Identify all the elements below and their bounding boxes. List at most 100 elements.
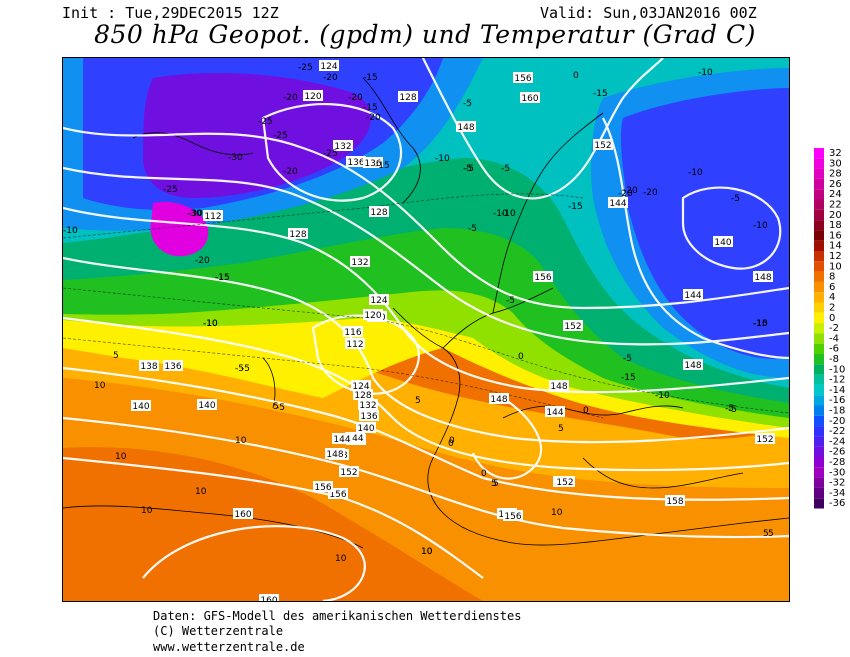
- temperature-label: -10: [203, 319, 218, 329]
- geopotential-label: 144: [683, 289, 703, 301]
- geopotential-label: 116: [343, 326, 363, 338]
- colorbar-tick-label: 10: [829, 261, 842, 272]
- temperature-label: -15: [363, 103, 378, 113]
- svg-text:128: 128: [399, 93, 416, 103]
- colorbar-swatch: [814, 384, 824, 396]
- colorbar-tick-label: 4: [829, 292, 835, 303]
- geopotential-label: 136: [163, 360, 183, 372]
- colorbar-swatch: [814, 426, 824, 437]
- geopotential-label: 124: [319, 60, 339, 72]
- temperature-label: -30: [188, 209, 203, 219]
- geopotential-label: 144: [608, 197, 628, 209]
- colorbar-tick-label: 22: [829, 200, 842, 211]
- colorbar-swatch: [814, 333, 824, 344]
- colorbar-swatch: [814, 364, 824, 375]
- temperature-contours: [63, 193, 789, 419]
- svg-text:152: 152: [556, 478, 573, 488]
- svg-text:144: 144: [333, 435, 350, 445]
- temperature-label: -15: [753, 319, 768, 329]
- svg-text:148: 148: [490, 395, 507, 405]
- temperature-label: -15: [215, 273, 230, 283]
- temperature-label: -15: [621, 373, 636, 383]
- temperature-label: -10: [688, 168, 703, 178]
- colorbar-tick-label: -30: [829, 467, 845, 478]
- colorbar-tick-label: 8: [829, 272, 835, 283]
- temperature-label: -5: [465, 164, 474, 174]
- svg-text:148: 148: [457, 123, 474, 133]
- colorbar-tick-label: -16: [829, 395, 845, 406]
- temperature-label: 10: [235, 436, 247, 446]
- temperature-label: -5: [506, 296, 515, 306]
- temperature-label: -15: [593, 89, 608, 99]
- svg-text:148: 148: [684, 361, 701, 371]
- temperature-label: 5: [493, 479, 499, 489]
- colorbar-tick-label: 6: [829, 282, 835, 293]
- geopotential-label: 156: [313, 481, 333, 493]
- geopotential-label: 158: [665, 495, 685, 507]
- temperature-label: -20: [348, 93, 363, 103]
- temperature-label: 0: [583, 406, 589, 416]
- geopotential-label: 152: [563, 320, 583, 332]
- svg-text:144: 144: [346, 434, 363, 444]
- temperature-label: 5: [273, 402, 279, 412]
- temperature-label: -20: [366, 113, 381, 123]
- temperature-label: -20: [618, 189, 633, 199]
- temperature-label: -25: [323, 149, 338, 159]
- colorbar-tick-label: -22: [829, 426, 845, 437]
- svg-text:136: 136: [360, 412, 377, 422]
- geopotential-label: 124: [369, 294, 389, 306]
- svg-text:140: 140: [132, 402, 149, 412]
- geopotential-label: 138: [139, 360, 159, 372]
- colorbar-tick-label: 14: [829, 241, 842, 252]
- temperature-label: -20: [623, 186, 638, 196]
- temperature-label: -5: [463, 164, 472, 174]
- geopotential-label: 140: [197, 399, 217, 411]
- svg-text:120: 120: [364, 311, 381, 321]
- svg-text:112: 112: [346, 340, 363, 350]
- geopotential-label: 156: [503, 510, 523, 522]
- valid-time: Valid: Sun,03JAN2016 00Z: [540, 4, 757, 22]
- temperature-label: -20: [283, 93, 298, 103]
- svg-text:156: 156: [329, 490, 346, 500]
- temperature-label: -10: [698, 68, 713, 78]
- temperature-label: -25: [273, 131, 288, 141]
- temperature-label-layer: -25 -20 -15 -20 -25 -20 -15 -25 -25 -20 …: [63, 63, 774, 564]
- colorbar-tick-label: -6: [829, 344, 839, 355]
- colorbar-swatch: [814, 302, 824, 313]
- temperature-label: 10: [421, 547, 433, 557]
- svg-text:160: 160: [234, 510, 251, 520]
- colorbar-swatch: [814, 477, 824, 488]
- svg-text:136: 136: [164, 362, 181, 372]
- colorbar-swatch: [814, 240, 824, 251]
- geopotential-label: 140: [713, 236, 733, 248]
- temperature-label: 5: [491, 479, 497, 489]
- svg-text:144: 144: [609, 199, 626, 209]
- geopotential-label: 148: [325, 448, 345, 460]
- temperature-label: -5: [728, 405, 737, 415]
- svg-text:156: 156: [534, 273, 551, 283]
- colorbar-swatch: [814, 251, 824, 262]
- temperature-label: 0: [448, 439, 454, 449]
- svg-text:120: 120: [304, 92, 321, 102]
- temperature-label: 5: [415, 396, 421, 406]
- geopotential-label: 128: [353, 389, 373, 401]
- coastlines: [63, 77, 789, 549]
- colorbar-swatch: [814, 209, 824, 221]
- colorbar-swatch: [814, 271, 824, 282]
- colorbar-tick-label: 2: [829, 303, 835, 314]
- colorbar-swatch: [814, 405, 824, 416]
- geopotential-label: 160: [233, 508, 253, 520]
- temperature-label: -20: [323, 73, 338, 83]
- colorbar-tick-label: 0: [829, 313, 835, 324]
- colorbar-tick-label: 32: [829, 148, 842, 159]
- colorbar-swatch: [814, 312, 824, 324]
- colorbar-swatch: [814, 261, 824, 272]
- geopotential-label: 148: [456, 121, 476, 133]
- geopotential-label: 160: [259, 594, 279, 601]
- colorbar-tick-label: -2: [829, 323, 839, 334]
- svg-text:116: 116: [344, 328, 361, 338]
- temperature-label: 0: [573, 71, 579, 81]
- temperature-label: -5: [725, 404, 734, 414]
- geopotential-label: 140: [131, 400, 151, 412]
- svg-text:132: 132: [334, 142, 351, 152]
